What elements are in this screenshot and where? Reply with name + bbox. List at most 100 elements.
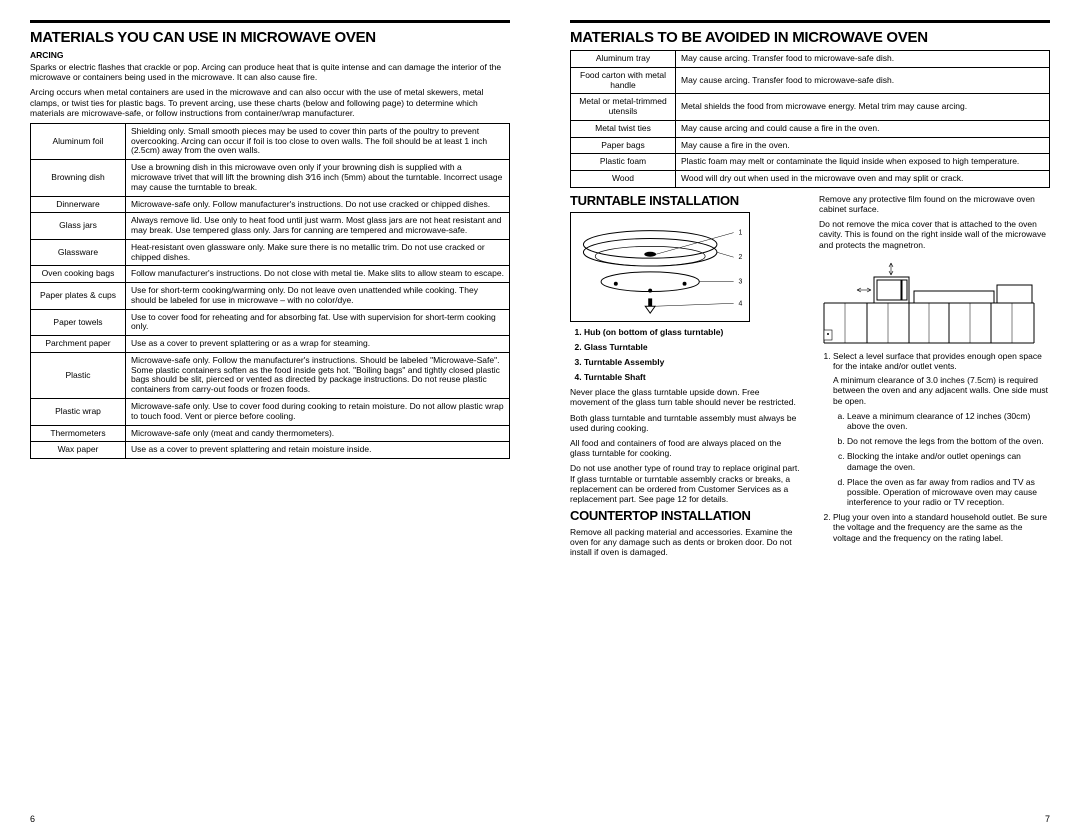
install-sub-d: Place the oven as far away from radios a… xyxy=(847,477,1050,508)
turntable-para: All food and containers of food are alwa… xyxy=(570,438,801,458)
arcing-para-1: Sparks or electric flashes that crackle … xyxy=(30,62,510,82)
material-name: Plastic wrap xyxy=(31,399,126,426)
turntable-part: Turntable Shaft xyxy=(584,372,801,382)
svg-text:4: 4 xyxy=(739,300,743,307)
table-row: Aluminum trayMay cause arcing. Transfer … xyxy=(571,51,1050,68)
countertop-heading: Countertop Installation xyxy=(570,509,801,523)
material-desc: May cause arcing. Transfer food to micro… xyxy=(676,67,1050,94)
page-number: 7 xyxy=(1045,814,1050,824)
page-number: 6 xyxy=(30,814,35,824)
material-desc: Use to cover food for reheating and for … xyxy=(126,309,510,336)
col-right: Remove any protective film found on the … xyxy=(819,194,1050,819)
material-desc: Follow manufacturer's instructions. Do n… xyxy=(126,266,510,283)
material-name: Paper towels xyxy=(31,309,126,336)
install-step-2: Plug your oven into a standard household… xyxy=(833,512,1050,543)
install-steps: Select a level surface that provides eno… xyxy=(819,351,1050,543)
page-6: Materials You Can Use in Microwave Oven … xyxy=(0,0,540,834)
material-desc: Heat-resistant oven glassware only. Make… xyxy=(126,239,510,266)
material-desc: May cause arcing. Transfer food to micro… xyxy=(676,51,1050,68)
table-row: ThermometersMicrowave-safe only (meat an… xyxy=(31,425,510,442)
material-name: Glassware xyxy=(31,239,126,266)
page-title: Materials to be Avoided in Microwave Ove… xyxy=(570,29,1050,46)
install-sub-a: Leave a minimum clearance of 12 inches (… xyxy=(847,411,1050,431)
table-row: DinnerwareMicrowave-safe only. Follow ma… xyxy=(31,196,510,213)
material-name: Plastic xyxy=(31,352,126,398)
material-desc: Use a browning dish in this microwave ov… xyxy=(126,160,510,196)
material-desc: Always remove lid. Use only to heat food… xyxy=(126,213,510,240)
right-para-1: Remove any protective film found on the … xyxy=(819,194,1050,214)
table-row: Plastic foamPlastic foam may melt or con… xyxy=(571,154,1050,171)
page-title: Materials You Can Use in Microwave Oven xyxy=(30,29,510,46)
material-desc: May cause a fire in the oven. xyxy=(676,137,1050,154)
material-name: Paper plates & cups xyxy=(31,283,126,310)
table-row: Metal or metal-trimmed utensilsMetal shi… xyxy=(571,94,1050,121)
table-row: Paper bagsMay cause a fire in the oven. xyxy=(571,137,1050,154)
turntable-parts-list: Hub (on bottom of glass turntable) Glass … xyxy=(570,327,801,383)
turntable-part: Glass Turntable xyxy=(584,342,801,352)
table-row: GlasswareHeat-resistant oven glassware o… xyxy=(31,239,510,266)
table-row: Glass jarsAlways remove lid. Use only to… xyxy=(31,213,510,240)
turntable-para: Never place the glass turntable upside d… xyxy=(570,387,801,407)
material-name: Glass jars xyxy=(31,213,126,240)
turntable-para: Do not use another type of round tray to… xyxy=(570,463,801,504)
turntable-para: Both glass turntable and turntable assem… xyxy=(570,413,801,433)
countertop-diagram xyxy=(819,255,1039,345)
table-row: Aluminum foilShielding only. Small smoot… xyxy=(31,123,510,159)
material-desc: Use as a cover to prevent splattering or… xyxy=(126,336,510,353)
material-desc: Microwave-safe only. Use to cover food d… xyxy=(126,399,510,426)
material-name: Food carton with metal handle xyxy=(571,67,676,94)
countertop-para: Remove all packing material and accessor… xyxy=(570,527,801,558)
material-name: Wax paper xyxy=(31,442,126,459)
arcing-label: ARCING xyxy=(30,50,510,60)
material-name: Thermometers xyxy=(31,425,126,442)
material-desc: Metal shields the food from microwave en… xyxy=(676,94,1050,121)
turntable-diagram: 1 2 3 4 xyxy=(570,212,750,322)
materials-avoid-table: Aluminum trayMay cause arcing. Transfer … xyxy=(570,50,1050,188)
top-rule xyxy=(30,20,510,23)
table-row: PlasticMicrowave-safe only. Follow the m… xyxy=(31,352,510,398)
material-desc: Use as a cover to prevent splattering an… xyxy=(126,442,510,459)
table-row: Plastic wrapMicrowave-safe only. Use to … xyxy=(31,399,510,426)
material-desc: Microwave-safe only. Follow manufacturer… xyxy=(126,196,510,213)
material-name: Parchment paper xyxy=(31,336,126,353)
materials-use-table: Aluminum foilShielding only. Small smoot… xyxy=(30,123,510,459)
table-row: Food carton with metal handleMay cause a… xyxy=(571,67,1050,94)
page-7: Materials to be Avoided in Microwave Ove… xyxy=(540,0,1080,834)
material-name: Metal or metal-trimmed utensils xyxy=(571,94,676,121)
material-name: Oven cooking bags xyxy=(31,266,126,283)
install-step-1: Select a level surface that provides eno… xyxy=(833,351,1050,507)
table-row: Metal twist tiesMay cause arcing and cou… xyxy=(571,120,1050,137)
turntable-heading: Turntable Installation xyxy=(570,194,801,208)
top-rule xyxy=(570,20,1050,23)
install-sub-b: Do not remove the legs from the bottom o… xyxy=(847,436,1050,446)
table-row: Paper towelsUse to cover food for reheat… xyxy=(31,309,510,336)
material-name: Aluminum tray xyxy=(571,51,676,68)
material-name: Wood xyxy=(571,171,676,188)
svg-text:1: 1 xyxy=(739,229,743,236)
material-desc: Microwave-safe only. Follow the manufact… xyxy=(126,352,510,398)
material-name: Metal twist ties xyxy=(571,120,676,137)
table-row: Browning dishUse a browning dish in this… xyxy=(31,160,510,196)
arcing-para-2: Arcing occurs when metal containers are … xyxy=(30,87,510,118)
install-substeps: Leave a minimum clearance of 12 inches (… xyxy=(833,411,1050,508)
material-name: Plastic foam xyxy=(571,154,676,171)
install-sub-c: Blocking the intake and/or outlet openin… xyxy=(847,451,1050,471)
material-desc: Plastic foam may melt or contaminate the… xyxy=(676,154,1050,171)
turntable-part: Turntable Assembly xyxy=(584,357,801,367)
table-row: Paper plates & cupsUse for short-term co… xyxy=(31,283,510,310)
material-desc: Microwave-safe only (meat and candy ther… xyxy=(126,425,510,442)
material-name: Paper bags xyxy=(571,137,676,154)
svg-text:3: 3 xyxy=(739,278,743,285)
material-name: Dinnerware xyxy=(31,196,126,213)
two-column-area: Turntable Installation xyxy=(570,194,1050,819)
material-desc: Use for short-term cooking/warming only.… xyxy=(126,283,510,310)
turntable-part: Hub (on bottom of glass turntable) xyxy=(584,327,801,337)
table-row: Oven cooking bagsFollow manufacturer's i… xyxy=(31,266,510,283)
table-row: Wax paperUse as a cover to prevent splat… xyxy=(31,442,510,459)
table-row: Parchment paperUse as a cover to prevent… xyxy=(31,336,510,353)
table-row: WoodWood will dry out when used in the m… xyxy=(571,171,1050,188)
right-para-2: Do not remove the mica cover that is att… xyxy=(819,219,1050,250)
material-name: Browning dish xyxy=(31,160,126,196)
material-desc: May cause arcing and could cause a fire … xyxy=(676,120,1050,137)
col-left: Turntable Installation xyxy=(570,194,801,819)
